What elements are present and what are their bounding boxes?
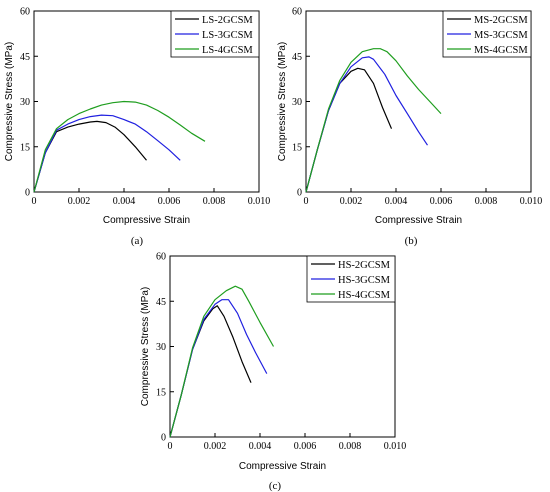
series-lines [305,48,442,193]
axis-ticks: 0 0.002 0.004 0.006 0.008 0.010 0 15 30 45 60 [156,252,406,453]
x-tick-label: 0.010 [520,196,543,207]
y-tick-label: 45 [20,52,30,63]
legend-label: LS-2GCSM [202,15,253,26]
x-tick-label: 0.006 [294,441,317,452]
chart-panel-a: 0 0.002 0.004 0.006 0.008 0.010 0 15 30 45 60 Comp… [4,7,270,248]
x-tick-label: 0.008 [339,441,362,452]
x-tick-label: 0.004 [385,196,408,207]
x-tick-label: 0.002 [204,441,227,452]
series-lines [33,100,206,193]
x-tick-label: 0 [168,441,173,452]
x-tick-label: 0.004 [113,196,136,207]
x-tick-label: 0 [304,196,309,207]
y-tick-label: 15 [20,142,30,153]
panel-label: (c) [269,480,282,492]
legend-label: LS-3GCSM [202,30,253,41]
y-tick-label: 0 [297,188,302,199]
y-tick-label: 0 [161,433,166,444]
legend-label: HS-2GCSM [338,260,391,271]
y-axis-title: Compressive Stress (MPa) [140,287,151,406]
x-axis-title: Compressive Strain [239,461,326,472]
series-line-ls-3gcsm [33,114,181,193]
legend-label: MS-3GCSM [474,30,528,41]
x-tick-label: 0.002 [340,196,363,207]
y-tick-label: 60 [156,252,166,263]
y-axis-title: Compressive Stress (MPa) [277,42,288,161]
axis-ticks: 0 0.002 0.004 0.006 0.008 0.010 0 15 30 45 60 [292,7,542,208]
x-tick-label: 0.008 [475,196,498,207]
y-axis-title: Compressive Stress (MPa) [4,42,15,161]
chart-panel-b: 0 0.002 0.004 0.006 0.008 0.010 0 15 30 45 60 Comp… [277,7,542,248]
x-tick-label: 0.006 [158,196,181,207]
axis-ticks: 0 0.002 0.004 0.006 0.008 0.010 0 15 30 45 60 [20,7,270,208]
legend: LS-2GCSM LS-3GCSM LS-4GCSM [170,10,260,58]
legend: MS-2GCSM MS-3GCSM MS-4GCSM [442,10,532,58]
y-tick-label: 30 [156,342,166,353]
y-tick-label: 30 [20,97,30,108]
series-line-ms-4gcsm [305,48,442,193]
y-tick-label: 0 [25,188,30,199]
panel-label: (b) [405,235,418,247]
x-axis-title: Compressive Strain [103,215,190,226]
legend-label: HS-3GCSM [338,275,391,286]
y-tick-label: 45 [292,52,302,63]
x-tick-label: 0.010 [384,441,407,452]
x-axis-title: Compressive Strain [375,215,462,226]
x-tick-label: 0.006 [430,196,453,207]
chart-panel-c: 0 0.002 0.004 0.006 0.008 0.010 0 15 30 45 60 Comp… [140,252,406,492]
y-tick-label: 15 [292,142,302,153]
legend-label: MS-2GCSM [474,15,528,26]
x-tick-label: 0 [32,196,37,207]
y-tick-label: 45 [156,297,166,308]
x-tick-label: 0.004 [249,441,272,452]
series-line-ls-4gcsm [33,100,206,193]
x-tick-label: 0.002 [68,196,91,207]
series-line-hs-4gcsm [169,285,275,438]
y-tick-label: 15 [156,387,166,398]
x-tick-label: 0.008 [203,196,226,207]
legend-label: MS-4GCSM [474,45,528,56]
x-tick-label: 0.010 [248,196,271,207]
y-tick-label: 60 [292,7,302,18]
legend-label: HS-4GCSM [338,290,391,301]
legend-label: LS-4GCSM [202,45,253,56]
panel-label: (a) [131,235,144,247]
y-tick-label: 60 [20,7,30,18]
series-lines [169,285,275,438]
legend: HS-2GCSM HS-3GCSM HS-4GCSM [306,255,396,303]
y-tick-label: 30 [292,97,302,108]
